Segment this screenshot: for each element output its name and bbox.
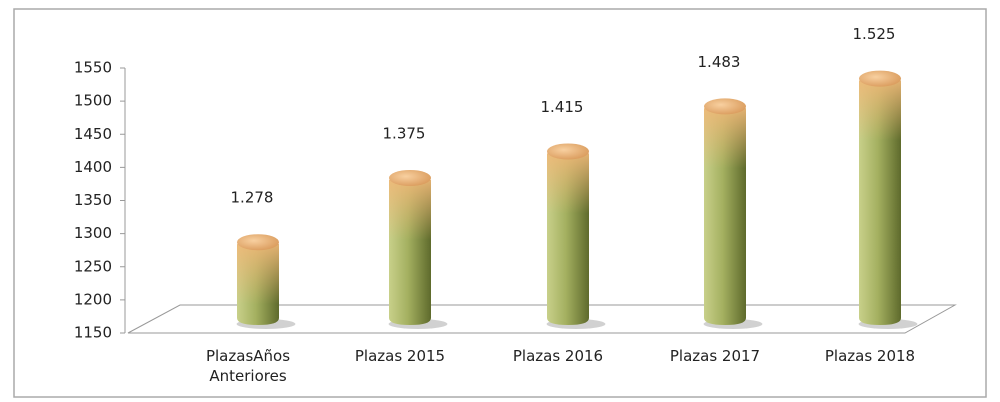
y-tick-label: 1500 [74, 92, 112, 110]
bar-top [389, 169, 431, 186]
floor [127, 304, 957, 334]
value-label: 1.525 [853, 25, 896, 43]
y-tick-label: 1450 [74, 125, 112, 143]
bar-top [704, 98, 746, 115]
bar [389, 169, 431, 325]
bar-glow [389, 179, 431, 240]
value-label: 1.278 [231, 189, 274, 207]
y-tick-label: 1400 [74, 158, 112, 176]
bar-glow [859, 80, 901, 141]
bar-glow [547, 153, 589, 214]
y-tick-label: 1350 [74, 191, 112, 209]
value-label: 1.415 [541, 98, 584, 116]
x-tick-label: Plazas 2016 [512, 347, 604, 365]
bar-top [547, 143, 589, 160]
x-tick-label: Plazas 2018 [824, 347, 916, 365]
bar-top [237, 234, 279, 251]
bar-glow [704, 108, 746, 169]
x-tick-label: PlazasAños Anteriores [205, 347, 291, 385]
bar [704, 98, 746, 325]
bar-top [859, 70, 901, 87]
bar [237, 234, 279, 325]
y-tick-label: 1300 [74, 224, 112, 242]
x-tick-label: Plazas 2017 [669, 347, 761, 365]
bar [547, 143, 589, 325]
x-tick-label: Plazas 2015 [354, 347, 446, 365]
y-tick-label: 1250 [74, 257, 112, 275]
bar [859, 70, 901, 325]
bar-body [859, 80, 901, 325]
y-tick-label: 1550 [74, 59, 112, 77]
y-tick-label: 1150 [74, 324, 112, 342]
value-label: 1.483 [698, 53, 741, 71]
frame [13, 8, 987, 398]
value-label: 1.375 [383, 124, 426, 142]
y-tick-label: 1200 [74, 290, 112, 308]
bar-glow [237, 244, 279, 305]
